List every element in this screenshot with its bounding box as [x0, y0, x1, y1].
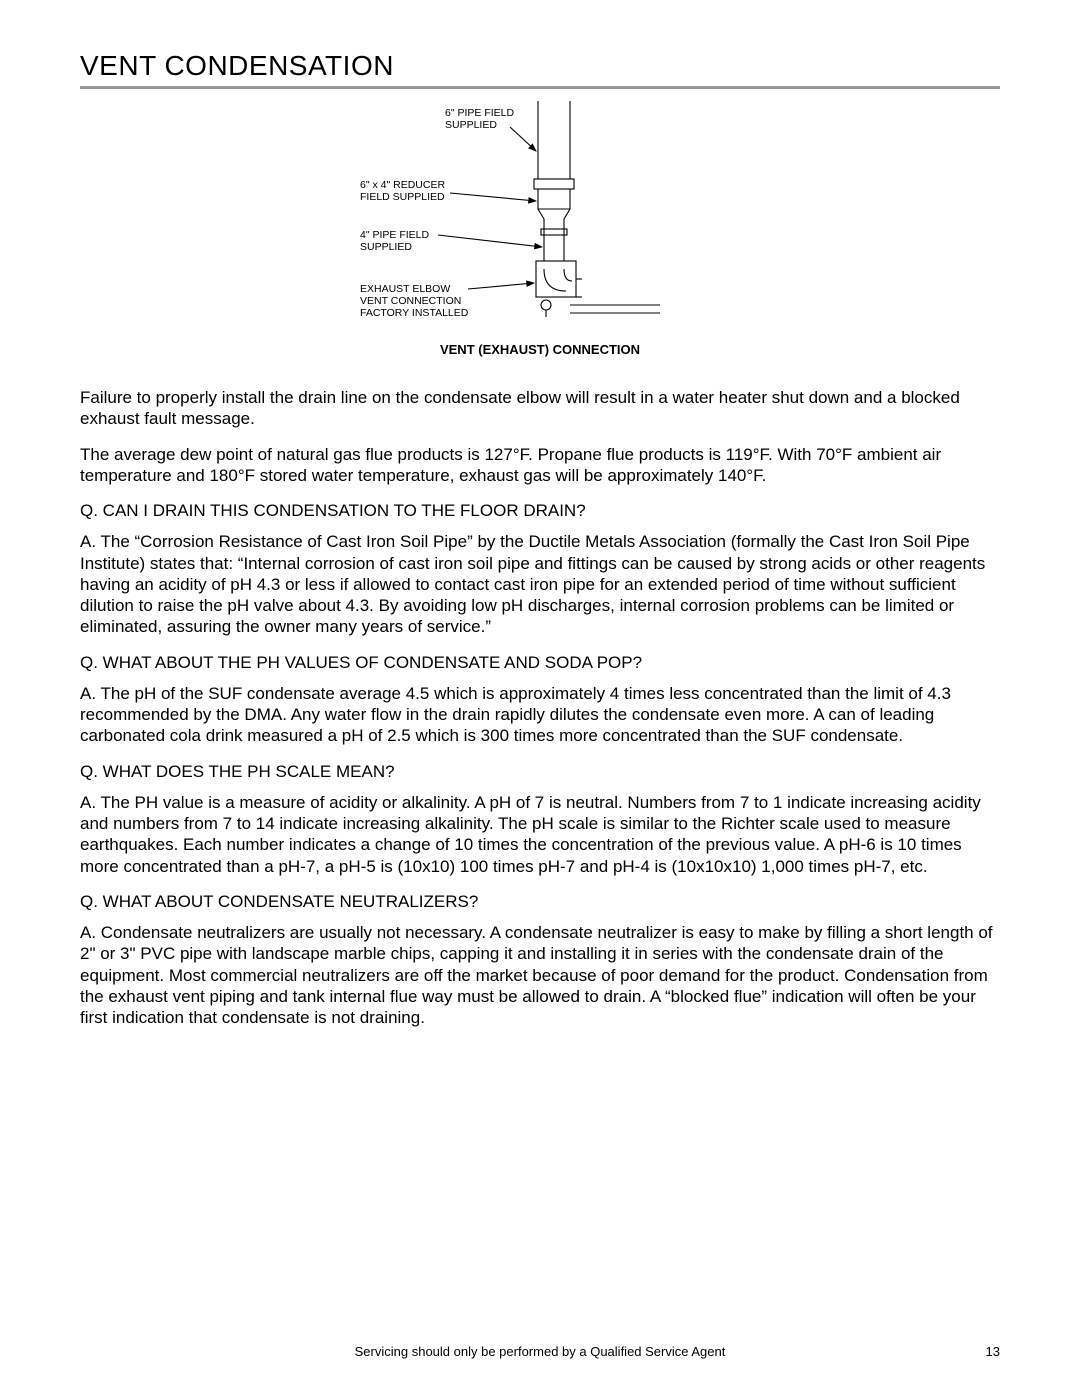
question-1: Q. CAN I DRAIN THIS CONDENSATION TO THE …: [80, 500, 1000, 521]
paragraph-intro2: The average dew point of natural gas flu…: [80, 444, 1000, 487]
footer-text: Servicing should only be performed by a …: [0, 1344, 1080, 1359]
vent-diagram: 6" PIPE FIELDSUPPLIED 6" x 4" REDUCERFIE…: [360, 101, 720, 331]
diagram-caption: VENT (EXHAUST) CONNECTION: [80, 342, 1000, 357]
question-3: Q. WHAT DOES THE PH SCALE MEAN?: [80, 761, 1000, 782]
answer-1: A. The “Corrosion Resistance of Cast Iro…: [80, 531, 1000, 637]
answer-2: A. The pH of the SUF condensate average …: [80, 683, 1000, 747]
page-title: VENT CONDENSATION: [80, 50, 1000, 89]
vent-svg: [360, 101, 720, 331]
question-4: Q. WHAT ABOUT CONDENSATE NEUTRALIZERS?: [80, 891, 1000, 912]
page-number: 13: [986, 1344, 1000, 1359]
question-2: Q. WHAT ABOUT THE PH VALUES OF CONDENSAT…: [80, 652, 1000, 673]
diagram-container: 6" PIPE FIELDSUPPLIED 6" x 4" REDUCERFIE…: [80, 101, 1000, 357]
answer-4: A. Condensate neutralizers are usually n…: [80, 922, 1000, 1028]
answer-3: A. The PH value is a measure of acidity …: [80, 792, 1000, 877]
paragraph-intro1: Failure to properly install the drain li…: [80, 387, 1000, 430]
